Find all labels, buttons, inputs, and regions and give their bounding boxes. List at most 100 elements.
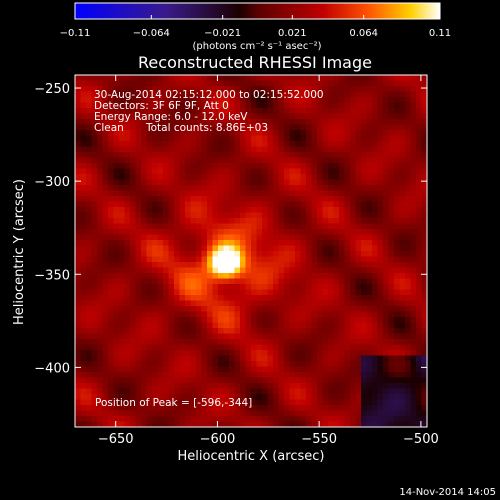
heatmap-cell bbox=[328, 185, 334, 191]
heatmap-cell bbox=[383, 383, 389, 389]
heatmap-cell bbox=[322, 218, 329, 224]
heatmap-cell bbox=[152, 179, 158, 186]
heatmap-cell bbox=[234, 135, 241, 142]
heatmap-cell bbox=[196, 91, 202, 98]
heatmap-cell bbox=[300, 130, 307, 136]
heatmap-cell bbox=[157, 229, 164, 235]
heatmap-cell bbox=[91, 421, 98, 427]
heatmap-cell bbox=[322, 355, 329, 362]
heatmap-cell bbox=[91, 344, 98, 351]
heatmap-cell bbox=[146, 218, 153, 224]
heatmap-cell bbox=[245, 146, 252, 153]
heatmap-cell bbox=[256, 229, 263, 235]
heatmap-cell bbox=[394, 201, 400, 208]
heatmap-cell bbox=[80, 306, 87, 312]
heatmap-cell bbox=[240, 377, 246, 384]
heatmap-cell bbox=[311, 97, 318, 103]
heatmap-cell bbox=[130, 218, 136, 224]
heatmap-cell bbox=[86, 97, 92, 103]
heatmap-cell bbox=[240, 223, 246, 230]
heatmap-cell bbox=[212, 141, 219, 147]
heatmap-cell bbox=[251, 157, 257, 164]
heatmap-cell bbox=[163, 344, 169, 351]
heatmap-cell bbox=[278, 311, 285, 318]
heatmap-cell bbox=[91, 322, 98, 329]
heatmap-cell bbox=[124, 174, 131, 180]
heatmap-cell bbox=[267, 229, 274, 235]
heatmap-cell bbox=[328, 190, 334, 197]
heatmap-cell bbox=[366, 141, 373, 147]
heatmap-cell bbox=[394, 218, 400, 224]
heatmap-cell bbox=[179, 405, 186, 411]
heatmap-cell bbox=[196, 174, 202, 180]
heatmap-cell bbox=[300, 333, 307, 340]
heatmap-cell bbox=[168, 108, 175, 114]
heatmap-cell bbox=[229, 421, 235, 427]
heatmap-cell bbox=[306, 284, 312, 290]
heatmap-cell bbox=[196, 218, 202, 224]
heatmap-cell bbox=[388, 207, 395, 213]
heatmap-cell bbox=[91, 388, 98, 395]
heatmap-cell bbox=[108, 289, 114, 296]
heatmap-cell bbox=[141, 113, 147, 120]
heatmap-cell bbox=[251, 289, 257, 296]
heatmap-cell bbox=[124, 218, 131, 224]
heatmap-cell bbox=[218, 410, 224, 417]
heatmap-cell bbox=[405, 124, 411, 131]
heatmap-cell bbox=[179, 190, 186, 197]
heatmap-cell bbox=[300, 289, 307, 296]
heatmap-cell bbox=[245, 190, 252, 197]
heatmap-cell bbox=[91, 383, 98, 389]
heatmap-cell bbox=[157, 86, 164, 92]
heatmap-cell bbox=[212, 234, 219, 241]
heatmap-cell bbox=[377, 399, 384, 406]
x-tick-label: −500 bbox=[403, 432, 439, 447]
heatmap-cell bbox=[102, 278, 109, 285]
heatmap-cell bbox=[212, 399, 219, 406]
heatmap-cell bbox=[377, 229, 384, 235]
heatmap-cell bbox=[295, 179, 301, 186]
heatmap-cell bbox=[141, 377, 147, 384]
heatmap-cell bbox=[339, 157, 345, 164]
heatmap-cell bbox=[229, 295, 235, 301]
heatmap-cell bbox=[339, 344, 345, 351]
heatmap-cell bbox=[383, 119, 389, 125]
heatmap-cell bbox=[289, 119, 296, 125]
heatmap-cell bbox=[174, 113, 180, 120]
heatmap-cell bbox=[108, 267, 114, 274]
heatmap-cell bbox=[328, 366, 334, 373]
heatmap-cell bbox=[383, 273, 389, 279]
heatmap-cell bbox=[130, 119, 136, 125]
heatmap-cell bbox=[124, 124, 131, 131]
heatmap-cell bbox=[185, 399, 191, 406]
heatmap-cell bbox=[306, 405, 312, 411]
heatmap-cell bbox=[300, 152, 307, 158]
heatmap-cell bbox=[179, 201, 186, 208]
heatmap-cell bbox=[251, 405, 257, 411]
heatmap-cell bbox=[278, 174, 285, 180]
heatmap-cell bbox=[146, 80, 153, 87]
heatmap-cell bbox=[124, 234, 131, 241]
heatmap-cell bbox=[75, 168, 81, 175]
heatmap-cell bbox=[119, 185, 125, 191]
heatmap-cell bbox=[344, 130, 351, 136]
heatmap-cell bbox=[300, 306, 307, 312]
heatmap-cell bbox=[251, 410, 257, 417]
heatmap-cell bbox=[240, 229, 246, 235]
heatmap-cell bbox=[146, 163, 153, 169]
heatmap-cell bbox=[212, 190, 219, 197]
heatmap-cell bbox=[141, 405, 147, 411]
heatmap-cell bbox=[130, 212, 136, 219]
heatmap-cell bbox=[207, 91, 213, 98]
heatmap-cell bbox=[328, 234, 334, 241]
heatmap-cell bbox=[317, 394, 323, 400]
heatmap-cell bbox=[207, 289, 213, 296]
heatmap-cell bbox=[416, 86, 422, 92]
heatmap-cell bbox=[416, 339, 422, 345]
heatmap-cell bbox=[229, 350, 235, 356]
heatmap-cell bbox=[344, 416, 351, 422]
heatmap-cell bbox=[75, 328, 81, 334]
heatmap-cell bbox=[218, 377, 224, 384]
heatmap-cell bbox=[388, 322, 395, 329]
heatmap-cell bbox=[229, 91, 235, 98]
